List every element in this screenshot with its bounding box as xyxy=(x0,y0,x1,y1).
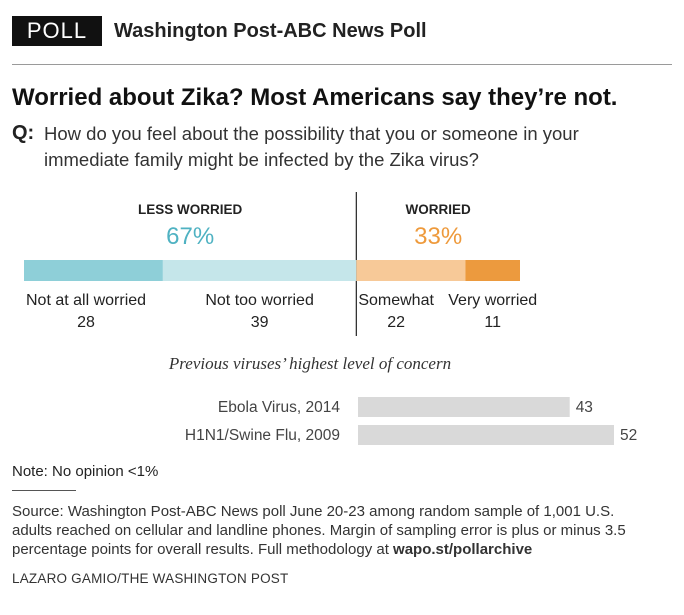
value-label: 28 xyxy=(77,314,95,331)
value-label: 11 xyxy=(484,314,501,331)
segment-very-worried xyxy=(465,260,520,281)
source-text: Source: Washington Post-ABC News poll Ju… xyxy=(12,503,626,558)
group-label-worried: WORRIED xyxy=(406,202,471,217)
question-prefix: Q: xyxy=(12,122,35,144)
virus-label: Ebola Virus, 2014 xyxy=(218,399,340,416)
category-label: Not at all worried xyxy=(26,292,146,309)
subchart-title: Previous viruses’ highest level of conce… xyxy=(168,354,451,373)
virus-value: 52 xyxy=(620,427,637,444)
group-total-worried: 33% xyxy=(414,223,462,250)
category-label: Somewhat xyxy=(358,292,434,309)
note-divider xyxy=(12,490,76,491)
category-label: Very worried xyxy=(448,292,537,309)
publisher-title: Washington Post-ABC News Poll xyxy=(114,20,427,42)
source-note: Source: Washington Post-ABC News poll Ju… xyxy=(12,502,652,559)
footnote: Note: No opinion <1% xyxy=(12,463,159,480)
header-divider xyxy=(12,64,672,65)
virus-bar xyxy=(358,397,570,417)
value-label: 39 xyxy=(251,314,269,331)
zika-poll-chart: LESS WORRIED 67% WORRIED 33% Not at all worr… xyxy=(24,192,637,445)
poll-badge: POLL xyxy=(12,16,102,46)
segment-not-too-worried xyxy=(162,260,357,281)
source-link[interactable]: wapo.st/pollarchive xyxy=(393,541,533,558)
group-label-less-worried: LESS WORRIED xyxy=(138,202,243,217)
virus-label: H1N1/Swine Flu, 2009 xyxy=(185,427,340,444)
segment-not-at-all-worried xyxy=(24,260,163,281)
credit-line: LAZARO GAMIO/THE WASHINGTON POST xyxy=(12,571,289,586)
previous-viruses-bar-chart: Previous viruses’ highest level of conce… xyxy=(168,354,637,445)
virus-bar xyxy=(358,425,614,445)
group-total-less-worried: 67% xyxy=(166,223,214,250)
category-label: Not too worried xyxy=(205,292,314,309)
headline: Worried about Zika? Most Americans say t… xyxy=(12,84,618,111)
question-text: How do you feel about the possibility th… xyxy=(44,123,579,170)
virus-value: 43 xyxy=(576,399,593,416)
segment-somewhat xyxy=(356,260,466,281)
value-label: 22 xyxy=(387,314,405,331)
worry-stacked-bar-chart: LESS WORRIED 67% WORRIED 33% Not at all worr… xyxy=(24,192,537,336)
